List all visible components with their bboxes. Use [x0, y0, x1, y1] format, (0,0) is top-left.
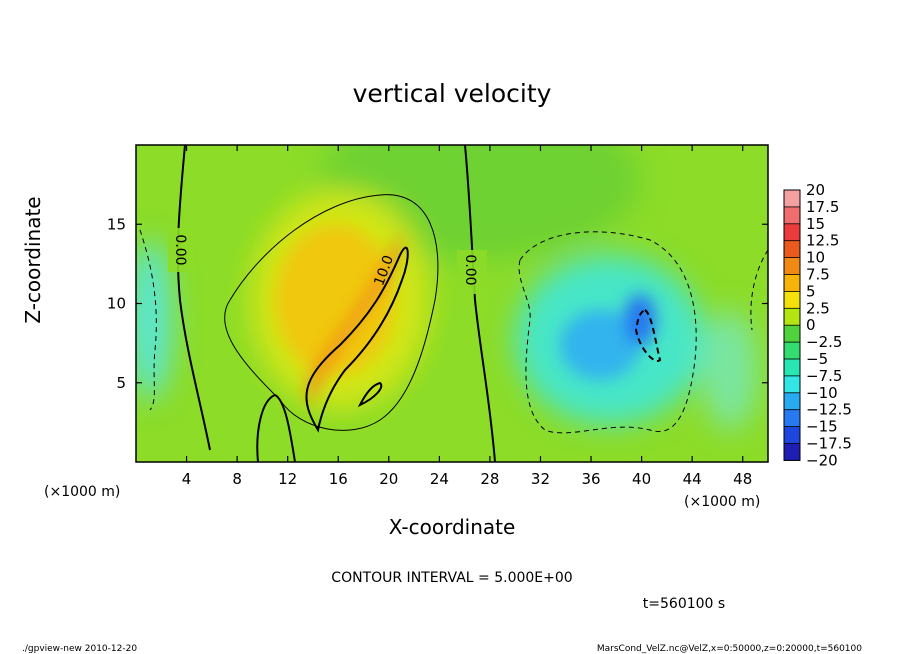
- colorbar-segment: [784, 257, 800, 275]
- colorbar-segment: [784, 274, 800, 292]
- x-tick-label: 24: [430, 470, 449, 488]
- colorbar-label: −20: [806, 451, 838, 469]
- colorbar-label: 0: [806, 316, 816, 334]
- contour-zero-left: [176, 145, 211, 451]
- footer-right: MarsCond_VelZ.nc@VelZ,x=0:50000,z=0:2000…: [597, 644, 862, 654]
- colorbar-label: −10: [806, 384, 838, 402]
- contour-label-bg-mid: [457, 250, 487, 294]
- field-left-downdraft: [136, 240, 172, 400]
- colorbar-label: 20: [806, 181, 825, 199]
- field-right-patch: [702, 310, 758, 430]
- colorbar-segment: [784, 325, 800, 343]
- contour-label-left: 0.00: [172, 234, 188, 265]
- chart-title: vertical velocity: [353, 79, 552, 108]
- x-tick-label: 48: [733, 470, 752, 488]
- colorbar-segment: [784, 308, 800, 326]
- colorbar-label: −5: [806, 350, 828, 368]
- contour-zero-mid: [464, 145, 496, 462]
- x-tick-label: 32: [531, 470, 550, 488]
- x-tick-label: 28: [480, 470, 499, 488]
- colorbar-segment: [784, 206, 800, 224]
- x-tick-label: 40: [632, 470, 651, 488]
- colorbar-segment: [784, 409, 800, 427]
- colorbar-segment: [784, 359, 800, 376]
- colorbar-label: 2.5: [806, 299, 830, 317]
- x-unit-label: (×1000 m): [684, 494, 760, 510]
- colorbar-segment: [784, 342, 800, 359]
- contour-minus-5-left: [139, 229, 157, 411]
- field-downdraft-core: [624, 294, 656, 346]
- y-tick-label: 15: [107, 215, 126, 233]
- contour-label-bg-left: [168, 228, 194, 272]
- colorbar-label: −17.5: [806, 435, 852, 453]
- contour-minus-5-right: [750, 249, 768, 331]
- colorbar-label: 17.5: [806, 198, 839, 216]
- y-axis-ticks: 5 10 15: [107, 215, 768, 392]
- contour-zero-bottom: [256, 393, 296, 462]
- colorbar-label: 7.5: [806, 266, 830, 284]
- time-text: t=560100 s: [643, 596, 725, 612]
- colorbar-segment: [784, 392, 800, 410]
- plot-area: 0.00 10.0 0.00: [136, 145, 768, 462]
- contour-label-right: 0.00: [462, 254, 478, 285]
- x-tick-label: 44: [683, 470, 702, 488]
- colorbar-segment: [784, 240, 800, 258]
- colorbar-label: −15: [806, 418, 838, 436]
- field-downdraft-mid: [560, 310, 640, 380]
- x-tick-label: 20: [379, 470, 398, 488]
- y-tick-label: 10: [107, 295, 126, 313]
- x-tick-label: 36: [581, 470, 600, 488]
- x-tick-label: 4: [182, 470, 192, 488]
- footer-left: ./gpview-new 2010-12-20: [22, 644, 137, 654]
- colorbar-label: −7.5: [806, 367, 842, 385]
- x-tick-label: 16: [329, 470, 348, 488]
- colorbar-label: −12.5: [806, 401, 852, 419]
- field-updraft-mid: [275, 225, 395, 375]
- colorbar-label: 5: [806, 282, 816, 300]
- contour-10: [305, 246, 409, 433]
- x-axis-label: X-coordinate: [389, 515, 516, 539]
- colorbar-label: 15: [806, 215, 825, 233]
- colorbar-segment: [784, 223, 800, 241]
- y-unit-label: (×1000 m): [44, 484, 120, 500]
- y-tick-label: 5: [116, 374, 126, 392]
- contour-10-small: [357, 381, 383, 408]
- colorbar-label: 10: [806, 249, 825, 267]
- colorbar-label: −2.5: [806, 333, 842, 351]
- colorbar-segment: [784, 443, 800, 461]
- contour-minus-10: [634, 308, 662, 362]
- colorbar-segment: [784, 375, 800, 393]
- colorbar-segment: [784, 291, 800, 309]
- colorbar-segment: [784, 190, 800, 207]
- x-tick-label: 8: [232, 470, 242, 488]
- colorbar-segment: [784, 426, 800, 444]
- field-updraft-inner: [307, 235, 402, 405]
- colorbar-label: 12.5: [806, 232, 839, 250]
- y-axis-label: Z-coordinate: [21, 196, 45, 323]
- contour-interval-text: CONTOUR INTERVAL = 5.000E+00: [331, 570, 572, 586]
- colorbar: 2017.51512.5107.552.50−2.5−5−7.5−10−12.5…: [783, 181, 852, 469]
- x-axis-ticks: 4 8 12 16 20 24 28 32 36 40 44 48: [182, 145, 752, 488]
- x-tick-label: 12: [278, 470, 297, 488]
